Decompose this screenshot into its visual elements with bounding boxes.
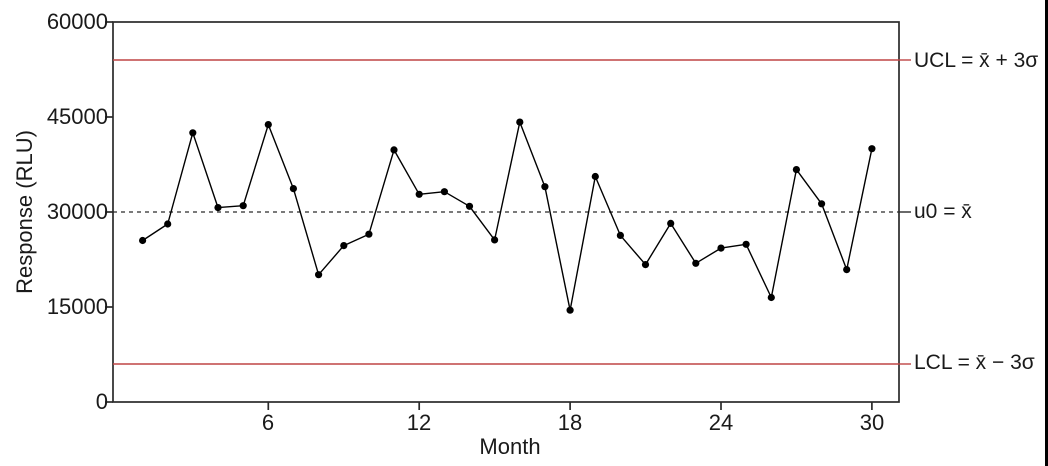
y-tick-label: 0 [95,389,108,414]
data-point [491,236,499,244]
screenshot-right-border [1045,0,1048,466]
center-line-label: u0 = x̄ [914,200,972,223]
x-tick-label: 6 [261,410,275,435]
data-point [289,185,297,193]
data-point [616,231,625,239]
data-point [692,259,700,267]
data-point [843,266,851,274]
series-line [142,121,873,311]
data-point [717,244,725,252]
data-point [340,242,348,250]
x-axis-title: Month [479,434,541,459]
data-point [390,146,398,154]
data-point [818,200,826,208]
data-point [365,230,373,238]
ucl-label: UCL = x̄ + 3σ [914,49,1039,72]
x-tick-label: 18 [557,410,583,435]
data-point [139,236,147,245]
data-point [767,293,775,302]
y-axis-title: Response (RLU) [12,130,37,294]
data-point [415,190,423,198]
data-point [792,166,801,174]
data-point [566,306,574,314]
data-point [440,188,448,196]
data-point [742,240,750,248]
data-point [164,220,172,228]
data-point [591,172,599,181]
y-tick-label: 30000 [46,199,108,224]
data-point [868,145,876,153]
x-tick-label: 30 [859,410,885,435]
data-point [264,121,272,129]
data-point [516,118,524,126]
x-tick-label: 24 [708,410,734,435]
data-point [214,204,222,212]
data-point [641,261,650,269]
y-tick-label: 15000 [46,294,108,319]
data-point [189,129,197,137]
data-point [667,219,675,227]
y-tick-label: 45000 [46,104,108,129]
x-tick-label: 12 [406,410,432,435]
lcl-label: LCL = x̄ − 3σ [914,351,1035,374]
data-point [239,202,247,210]
data-point [541,183,549,191]
data-point [315,271,323,279]
data-point [465,202,474,210]
y-tick-label: 60000 [46,9,108,34]
